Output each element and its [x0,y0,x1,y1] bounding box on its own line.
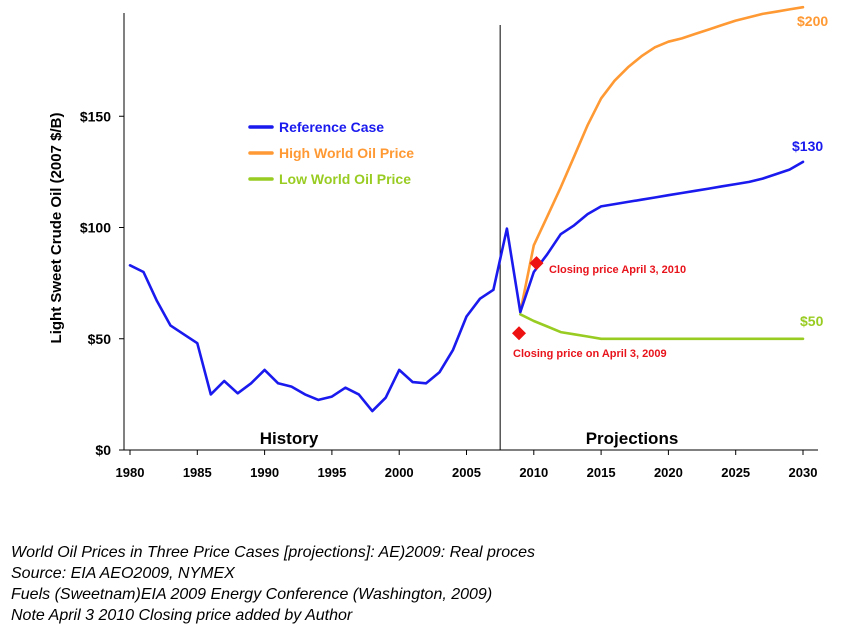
y-axis-title: Light Sweet Crude Oil (2007 $/B) [48,113,65,344]
x-tick-label: 1985 [183,465,212,480]
x-tick-label: 2025 [721,465,750,480]
legend-label: Reference Case [279,119,384,135]
x-tick-label: 1980 [116,465,145,480]
high-world-oil-price-end-label: $200 [797,13,828,29]
caption-line: Fuels (Sweetnam)EIA 2009 Energy Conferen… [11,586,493,603]
closing-price-marker [511,326,526,341]
annotation-markers: Closing price April 3, 2010 Closing price… [511,256,686,360]
chart-labels: Light Sweet Crude Oil (2007 $/B) History… [48,113,678,448]
y-tick-label: $0 [95,442,111,458]
reference-case-end-label: $130 [792,138,823,154]
closing-price-label: Closing price April 3, 2010 [549,264,686,276]
closing-price-marker [529,256,544,271]
x-tick-label: 1990 [250,465,279,480]
caption-line: World Oil Prices in Three Price Cases [p… [11,544,536,561]
oil-price-chart: 1980 1985 1990 1995 2000 2005 2010 2015 2020 2025… [48,5,828,480]
x-tick-label: 2015 [587,465,616,480]
series-lines: $130 $200 $50 [128,5,828,413]
reference-case-line [128,160,805,413]
x-tick-label: 2005 [452,465,481,480]
legend-label: Low World Oil Price [279,171,411,187]
y-tick-label: $50 [88,331,112,347]
y-tick-label: $100 [80,220,111,236]
x-tick-label: 2000 [385,465,414,480]
figure-caption: World Oil Prices in Three Price Cases [p… [11,542,841,626]
low-world-oil-price-line [518,312,805,341]
x-tick-label: 2030 [789,465,818,480]
y-tick-label: $150 [80,108,111,124]
tick-marks: 1980 1985 1990 1995 2000 2005 2010 2015 2020 2025… [80,108,818,480]
low-world-oil-price-end-label: $50 [800,313,824,329]
caption-line: Source: EIA AEO2009, NYMEX [11,565,235,582]
high-world-oil-price-line [518,5,805,314]
history-label: History [260,429,319,448]
x-tick-label: 2010 [519,465,548,480]
x-tick-label: 2020 [654,465,683,480]
closing-price-label: Closing price on April 3, 2009 [513,348,667,360]
projections-label: Projections [586,429,679,448]
caption-line: Note April 3 2010 Closing price added by… [11,607,353,624]
legend: Reference Case High World Oil Price Low Wo… [248,119,414,187]
legend-label: High World Oil Price [279,145,414,161]
axes [123,13,818,451]
x-tick-label: 1995 [317,465,346,480]
